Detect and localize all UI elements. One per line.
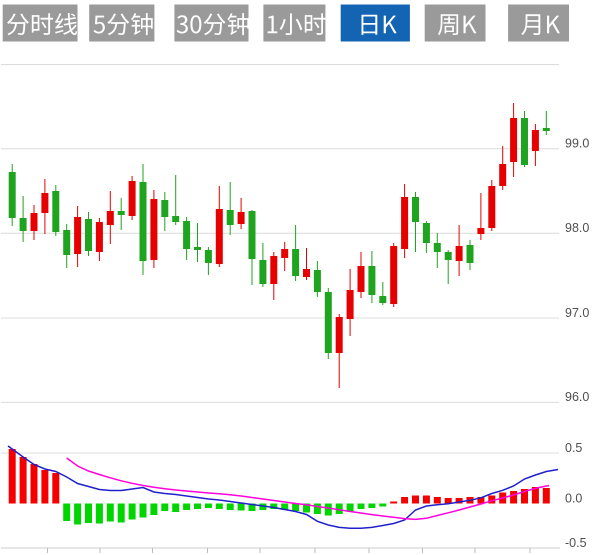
svg-text:97.0: 97.0 (565, 306, 589, 320)
svg-text:96.0: 96.0 (565, 390, 589, 404)
svg-text:99.0: 99.0 (565, 137, 589, 151)
svg-text:-0.5: -0.5 (565, 536, 587, 550)
svg-text:0.0: 0.0 (565, 491, 582, 505)
svg-text:98.0: 98.0 (565, 221, 589, 235)
svg-text:0.5: 0.5 (565, 441, 582, 455)
